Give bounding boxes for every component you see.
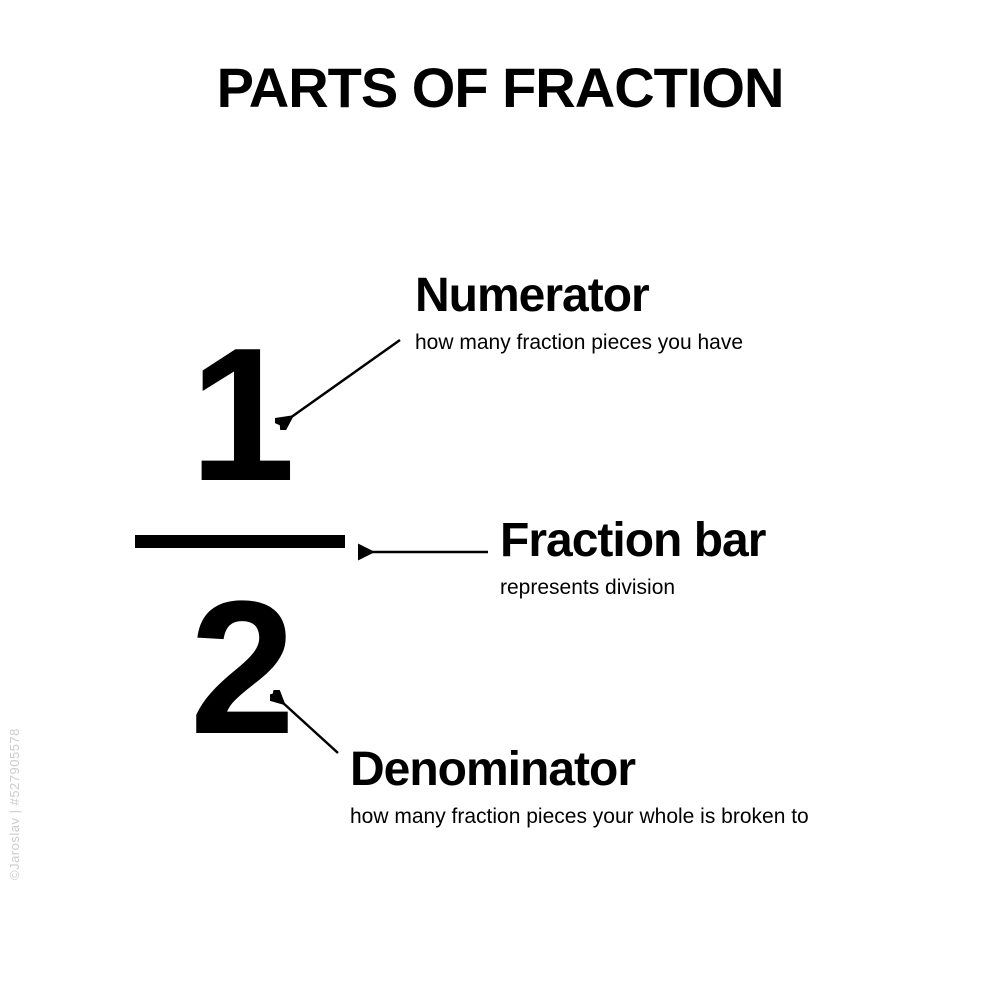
arrow-fractionbar-icon <box>358 540 493 565</box>
numerator-label-desc: how many fraction pieces you have <box>415 331 743 355</box>
fractionbar-label: Fraction bar represents division <box>500 513 765 600</box>
numerator-label: Numerator how many fraction pieces you h… <box>415 268 743 355</box>
denominator-label-desc: how many fraction pieces your whole is b… <box>350 805 809 829</box>
numerator-label-title: Numerator <box>415 268 743 323</box>
fraction-bar <box>135 535 345 548</box>
watermark-text: ©Jaroslav | #527905578 <box>7 728 22 880</box>
denominator-label: Denominator how many fraction pieces you… <box>350 742 809 829</box>
fractionbar-label-desc: represents division <box>500 576 765 600</box>
fractionbar-label-title: Fraction bar <box>500 513 765 568</box>
arrow-numerator-icon <box>275 330 410 430</box>
page-title: PARTS OF FRACTION <box>0 55 1000 120</box>
denominator-label-title: Denominator <box>350 742 809 797</box>
arrow-denominator-icon <box>270 690 345 760</box>
